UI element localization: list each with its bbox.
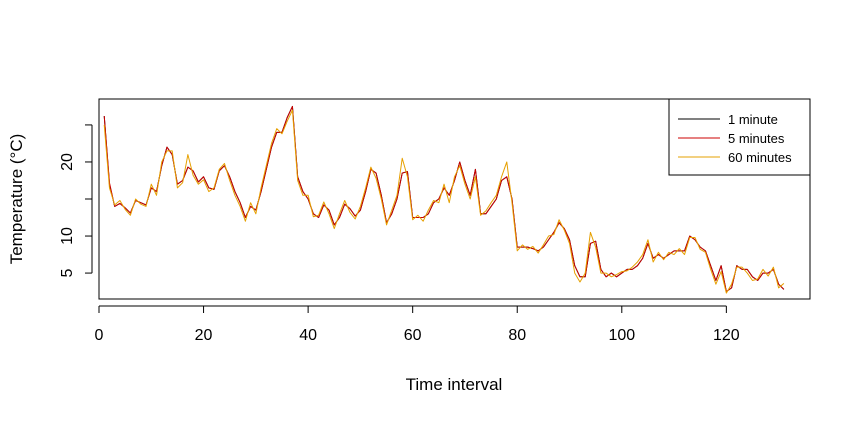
legend-label-0: 1 minute bbox=[728, 112, 778, 127]
legend-label-1: 5 minutes bbox=[728, 131, 785, 146]
legend-label-2: 60 minutes bbox=[728, 150, 792, 165]
y-axis-title: Temperature (°C) bbox=[7, 134, 26, 265]
x-axis-title: Time interval bbox=[406, 375, 503, 394]
y-tick-label-3: 20 bbox=[59, 153, 76, 171]
legend: 1 minute 5 minutes 60 minutes bbox=[668, 98, 811, 176]
x-tick-label-1: 20 bbox=[195, 327, 213, 344]
y-tick-label-0: 5 bbox=[59, 269, 76, 278]
x-axis: 0 20 40 60 80 100 120 bbox=[95, 305, 740, 344]
x-tick-label-2: 40 bbox=[299, 327, 317, 344]
series-lines bbox=[103, 105, 785, 294]
plot-frame bbox=[98, 98, 811, 300]
series-line-2 bbox=[103, 109, 785, 294]
x-tick-label-3: 60 bbox=[404, 327, 422, 344]
x-tick-label-5: 100 bbox=[608, 327, 635, 344]
y-axis: 5 10 20 bbox=[59, 124, 93, 278]
x-tick-label-4: 80 bbox=[508, 327, 526, 344]
x-tick-label-6: 120 bbox=[713, 327, 740, 344]
y-tick-label-1: 10 bbox=[59, 227, 76, 245]
legend-box bbox=[668, 98, 811, 176]
x-tick-label-0: 0 bbox=[95, 327, 104, 344]
